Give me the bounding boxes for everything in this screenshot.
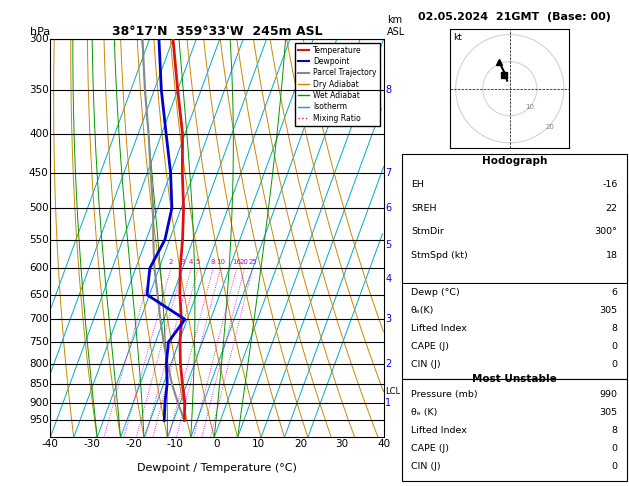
- Text: 2: 2: [169, 259, 173, 265]
- Text: 20: 20: [294, 439, 307, 450]
- Text: CAPE (J): CAPE (J): [411, 444, 449, 453]
- Text: -16: -16: [602, 180, 618, 189]
- Text: 02.05.2024  21GMT  (Base: 00): 02.05.2024 21GMT (Base: 00): [418, 12, 611, 22]
- Text: 8: 8: [211, 259, 215, 265]
- Text: EH: EH: [411, 180, 424, 189]
- Text: Surface: Surface: [492, 253, 537, 263]
- Text: 0: 0: [214, 439, 220, 450]
- Text: Lifted Index: Lifted Index: [411, 324, 467, 333]
- Text: 10: 10: [216, 259, 225, 265]
- Text: 3: 3: [181, 259, 185, 265]
- Text: 4: 4: [386, 274, 391, 284]
- Text: K: K: [411, 202, 417, 211]
- Text: 0: 0: [611, 342, 618, 351]
- Text: km
ASL: km ASL: [387, 15, 405, 37]
- Text: SREH: SREH: [411, 204, 437, 213]
- Text: 950: 950: [29, 416, 48, 425]
- Text: θₑ (K): θₑ (K): [411, 408, 437, 417]
- Text: hPa: hPa: [30, 27, 50, 37]
- Text: 300: 300: [29, 34, 48, 44]
- Text: CIN (J): CIN (J): [411, 462, 440, 471]
- Text: 400: 400: [29, 129, 48, 139]
- Text: 10: 10: [526, 104, 535, 110]
- Text: 800: 800: [29, 359, 48, 368]
- Text: -20: -20: [125, 439, 142, 450]
- Text: 7: 7: [386, 168, 392, 178]
- Text: 700: 700: [29, 314, 48, 324]
- Text: 750: 750: [29, 337, 48, 347]
- Text: 450: 450: [29, 168, 48, 178]
- Text: 1: 1: [150, 259, 154, 265]
- Text: 22: 22: [606, 204, 618, 213]
- Text: 18: 18: [606, 251, 618, 260]
- Text: StmDir: StmDir: [411, 227, 444, 236]
- Text: 8: 8: [386, 85, 391, 95]
- Text: 900: 900: [29, 398, 48, 408]
- Text: 16: 16: [232, 259, 241, 265]
- Text: 850: 850: [29, 379, 48, 389]
- Text: Totals Totals: Totals Totals: [411, 221, 468, 229]
- Text: © weatheronline.co.uk: © weatheronline.co.uk: [466, 474, 562, 484]
- Text: θₑ(K): θₑ(K): [411, 306, 434, 315]
- Text: Lifted Index: Lifted Index: [411, 426, 467, 435]
- FancyBboxPatch shape: [402, 155, 626, 283]
- Text: -30: -30: [84, 439, 101, 450]
- Title: 38°17'N  359°33'W  245m ASL: 38°17'N 359°33'W 245m ASL: [112, 25, 322, 38]
- Text: 1.03: 1.03: [596, 239, 618, 248]
- Text: -40: -40: [42, 439, 58, 450]
- Text: 0: 0: [611, 462, 618, 471]
- FancyBboxPatch shape: [402, 379, 626, 481]
- Text: Mixing Ratio (g/kg): Mixing Ratio (g/kg): [412, 195, 421, 281]
- Text: 20: 20: [240, 259, 249, 265]
- Text: 0: 0: [611, 444, 618, 453]
- Text: 500: 500: [29, 203, 48, 213]
- Text: 5: 5: [196, 259, 201, 265]
- Text: 305: 305: [599, 306, 618, 315]
- FancyBboxPatch shape: [402, 194, 626, 258]
- Text: 0: 0: [611, 360, 618, 369]
- Text: Hodograph: Hodograph: [482, 156, 547, 166]
- Text: Most Unstable: Most Unstable: [472, 374, 557, 383]
- Text: 40: 40: [377, 439, 390, 450]
- Text: 650: 650: [29, 290, 48, 300]
- Text: kt: kt: [453, 33, 462, 42]
- Text: 350: 350: [29, 85, 48, 95]
- Text: 5: 5: [386, 241, 392, 250]
- Text: PW (cm): PW (cm): [411, 239, 451, 248]
- Legend: Temperature, Dewpoint, Parcel Trajectory, Dry Adiabat, Wet Adiabat, Isotherm, Mi: Temperature, Dewpoint, Parcel Trajectory…: [295, 43, 380, 125]
- Text: 14.6: 14.6: [596, 270, 618, 279]
- Text: 2: 2: [386, 359, 392, 368]
- Text: 25: 25: [248, 259, 257, 265]
- Text: 8: 8: [611, 426, 618, 435]
- Text: 3: 3: [386, 314, 391, 324]
- Text: 8: 8: [611, 324, 618, 333]
- Text: Dewpoint / Temperature (°C): Dewpoint / Temperature (°C): [137, 463, 297, 473]
- Text: -10: -10: [167, 439, 184, 450]
- Text: 305: 305: [599, 408, 618, 417]
- Text: 4: 4: [189, 259, 194, 265]
- Text: 990: 990: [599, 390, 618, 399]
- Text: 30: 30: [335, 439, 348, 450]
- Text: 20: 20: [546, 124, 555, 130]
- Text: 6: 6: [386, 203, 391, 213]
- Text: 550: 550: [29, 235, 48, 244]
- Text: 600: 600: [29, 263, 48, 273]
- Text: Pressure (mb): Pressure (mb): [411, 390, 477, 399]
- Text: -3: -3: [608, 202, 618, 211]
- Text: 1: 1: [386, 398, 391, 408]
- Text: 300°: 300°: [594, 227, 618, 236]
- Text: LCL: LCL: [386, 387, 401, 396]
- FancyBboxPatch shape: [402, 258, 626, 379]
- Text: StmSpd (kt): StmSpd (kt): [411, 251, 467, 260]
- Text: Dewp (°C): Dewp (°C): [411, 288, 460, 297]
- Text: CIN (J): CIN (J): [411, 360, 440, 369]
- Text: 10: 10: [252, 439, 265, 450]
- Text: Temp (°C): Temp (°C): [411, 270, 458, 279]
- Text: 35: 35: [605, 221, 618, 229]
- Text: 6: 6: [611, 288, 618, 297]
- Text: CAPE (J): CAPE (J): [411, 342, 449, 351]
